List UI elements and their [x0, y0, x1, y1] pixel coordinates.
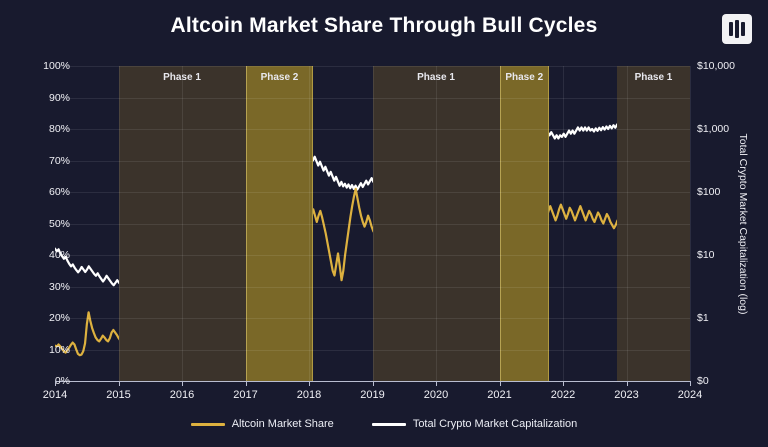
gridline-horizontal	[55, 129, 690, 130]
gridline-horizontal	[55, 255, 690, 256]
x-axis-tick-label: 2020	[423, 389, 449, 401]
gridline-vertical	[309, 66, 310, 381]
phase-band-label: Phase 1	[163, 72, 201, 83]
gridline-horizontal	[55, 349, 690, 351]
gridline-horizontal	[55, 318, 690, 319]
brand-logo-icon	[722, 14, 752, 44]
phase-band-5: Phase 1	[616, 66, 690, 381]
x-axis-tick	[55, 381, 56, 386]
gridline-vertical	[499, 66, 501, 381]
x-axis-tick	[372, 381, 374, 386]
gridline-vertical	[245, 66, 247, 381]
y-axis-left-tick-label: 40%	[48, 249, 70, 261]
gridline-horizontal	[55, 160, 690, 162]
y-axis-right-tick-label: $1	[697, 312, 709, 324]
x-axis-tick	[563, 381, 564, 386]
y-axis-left-tick-label: 30%	[48, 280, 70, 293]
x-axis-tick	[690, 381, 691, 386]
gridline-horizontal	[55, 66, 690, 67]
chart-legend: Altcoin Market Share Total Crypto Market …	[0, 418, 768, 430]
gridline-horizontal	[55, 192, 690, 193]
x-axis-tick-label: 2017	[233, 389, 258, 401]
x-axis-tick	[436, 381, 437, 386]
y-axis-left-tick-label: 70%	[48, 154, 70, 167]
y-axis-left-tick-label: 20%	[48, 312, 70, 324]
logo-bar-3	[741, 22, 745, 36]
phase-band-label: Phase 1	[634, 72, 673, 83]
x-axis-tick-label: 2016	[169, 389, 195, 401]
legend-item[interactable]: Altcoin Market Share	[190, 418, 334, 430]
y-axis-right-tick-label: $100	[697, 186, 721, 198]
y-axis-right-title-text: Total Crypto Market Capitalization (log)	[737, 133, 749, 314]
x-axis-tick-label: 2023	[614, 389, 639, 401]
x-axis-tick-label: 2019	[360, 389, 385, 401]
legend-label: Total Crypto Market Capitalization	[412, 418, 578, 430]
phase-band-2: Phase 2	[245, 66, 314, 381]
x-axis-tick	[118, 381, 120, 386]
logo-bar-2	[735, 20, 739, 38]
y-axis-left-tick-label: 10%	[48, 343, 70, 356]
y-axis-left-tick-label: 100%	[43, 60, 70, 72]
phase-band-3: Phase 1	[372, 66, 500, 381]
phase-band-label: Phase 2	[505, 72, 544, 83]
gridline-vertical	[626, 66, 628, 381]
x-axis-tick	[245, 381, 247, 386]
x-axis-tick	[499, 381, 501, 386]
y-axis-right-tick-label: $10,000	[697, 60, 735, 72]
y-axis-left-tick-label: 80%	[48, 123, 70, 135]
y-axis-left-tick-label: 90%	[48, 91, 70, 104]
gridline-horizontal	[55, 223, 690, 225]
legend-swatch	[371, 422, 406, 426]
logo-bar-1	[729, 22, 733, 36]
x-axis-tick-label: 2021	[487, 389, 512, 401]
page-title: Altcoin Market Share Through Bull Cycles	[170, 14, 598, 37]
gridline-vertical	[372, 66, 374, 381]
y-axis-right-tick-label: $10	[697, 249, 715, 261]
phase-band-1: Phase 1	[118, 66, 246, 381]
gridline-vertical	[563, 66, 564, 381]
phase-band-label: Phase 2	[260, 72, 299, 83]
gridline-vertical	[182, 66, 183, 381]
legend-swatch	[190, 422, 225, 426]
x-axis-tick	[626, 381, 628, 386]
gridline-horizontal	[55, 286, 690, 288]
x-axis-tick-label: 2014	[42, 389, 68, 401]
y-axis-right-tick-label: $0	[697, 375, 709, 387]
x-axis-tick	[309, 381, 310, 386]
x-axis-tick-label: 2022	[550, 389, 576, 401]
gridline-vertical	[118, 66, 120, 381]
legend-item[interactable]: Total Crypto Market Capitalization	[371, 418, 578, 430]
y-axis-left-tick-label: 0%	[54, 375, 70, 387]
y-axis-right-tick-label: $1,000	[697, 123, 730, 135]
phase-band-4: Phase 2	[499, 66, 550, 381]
phase-band-label: Phase 1	[417, 72, 455, 83]
gridline-vertical	[690, 66, 691, 381]
y-axis-right-title: Total Crypto Market Capitalization (log)	[735, 66, 751, 381]
x-axis-tick	[182, 381, 183, 386]
y-axis-left-tick-label: 60%	[48, 186, 70, 198]
legend-label: Altcoin Market Share	[231, 418, 334, 430]
x-axis-tick-label: 2015	[106, 389, 131, 401]
gridline-vertical	[436, 66, 437, 381]
x-axis-tick-label: 2024	[677, 389, 703, 401]
x-axis-tick-label: 2018	[296, 389, 322, 401]
chart-plot-area: Phase 1 Phase 2 Phase 1 Phase 2 Phase 1	[55, 66, 691, 381]
y-axis-left-tick-label: 50%	[48, 217, 70, 230]
gridline-horizontal	[55, 97, 690, 99]
